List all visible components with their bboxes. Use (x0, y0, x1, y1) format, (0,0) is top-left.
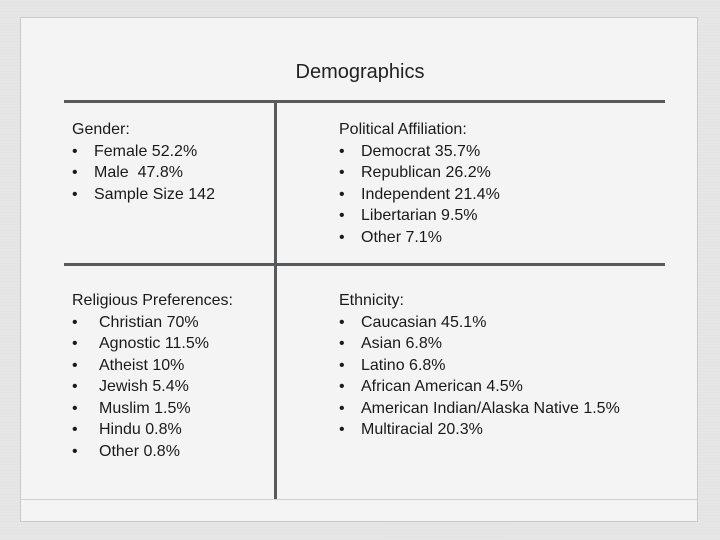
bullet-icon: • (72, 399, 78, 417)
gender-list: • Female 52.2% • Male 47.8% • Sample Size 1… (72, 141, 215, 206)
bullet-icon: • (72, 378, 78, 395)
religious-section: Religious Preferences: • Christian 70% • A… (72, 290, 233, 462)
bullet-icon: • (339, 356, 345, 374)
bullet-icon: • (339, 378, 345, 395)
list-item: • Atheist 10% (72, 355, 233, 377)
gender-section: Gender: • Female 52.2% • Male 47.8% • Sampl… (72, 119, 215, 205)
list-item: • Caucasian 45.1% (339, 312, 620, 334)
list-item: • Republican 26.2% (339, 162, 500, 184)
list-item: • Other 0.8% (72, 441, 233, 463)
list-item: • Jewish 5.4% (72, 376, 233, 398)
list-item: • Latino 6.8% (339, 355, 620, 377)
bullet-icon: • (339, 164, 345, 181)
list-item: • Independent 21.4% (339, 184, 500, 206)
table-column-divider (274, 102, 277, 499)
list-item: • Other 7.1% (339, 227, 500, 249)
table-top-rule (64, 100, 665, 103)
bullet-icon: • (339, 335, 345, 352)
section-heading: Religious Preferences: (72, 292, 233, 309)
political-list: • Democrat 35.7% • Republican 26.2% • Indep… (339, 141, 500, 249)
bullet-icon: • (339, 142, 345, 160)
bullet-icon: • (72, 313, 78, 331)
list-item: • Democrat 35.7% (339, 141, 500, 163)
list-item: • Asian 6.8% (339, 333, 620, 355)
list-item: • African American 4.5% (339, 376, 620, 398)
frame-inner-divider (20, 499, 698, 500)
bullet-icon: • (72, 356, 78, 374)
bullet-icon: • (339, 421, 345, 438)
list-item: • Muslim 1.5% (72, 398, 233, 420)
list-item: • Female 52.2% (72, 141, 215, 163)
list-item: • Male 47.8% (72, 162, 215, 184)
list-item: • Agnostic 11.5% (72, 333, 233, 355)
page-title: Demographics (295, 61, 425, 83)
bullet-icon: • (72, 335, 78, 352)
bullet-icon: • (72, 185, 78, 203)
section-heading: Gender: (72, 121, 130, 138)
list-item: • Libertarian 9.5% (339, 205, 500, 227)
ethnicity-section: Ethnicity: • Caucasian 45.1% • Asian 6.8% … (339, 290, 620, 441)
bullet-icon: • (339, 228, 345, 246)
list-item: • Sample Size 142 (72, 184, 215, 206)
list-item: • Hindu 0.8% (72, 419, 233, 441)
bullet-icon: • (339, 207, 345, 224)
list-item: • Multiracial 20.3% (339, 419, 620, 441)
table-middle-rule (64, 263, 665, 266)
list-item: • Christian 70% (72, 312, 233, 334)
religious-list: • Christian 70% • Agnostic 11.5% • Atheist … (72, 312, 233, 463)
bullet-icon: • (72, 142, 78, 160)
bullet-icon: • (72, 164, 78, 181)
bullet-icon: • (72, 442, 78, 460)
bullet-icon: • (339, 185, 345, 203)
bullet-icon: • (339, 399, 345, 417)
section-heading: Political Affiliation: (339, 121, 467, 138)
bullet-icon: • (72, 421, 78, 438)
list-item: • American Indian/Alaska Native 1.5% (339, 398, 620, 420)
ethnicity-list: • Caucasian 45.1% • Asian 6.8% • Latino 6.8… (339, 312, 620, 441)
section-heading: Ethnicity: (339, 292, 404, 309)
bullet-icon: • (339, 313, 345, 331)
political-section: Political Affiliation: • Democrat 35.7% •… (339, 119, 500, 248)
